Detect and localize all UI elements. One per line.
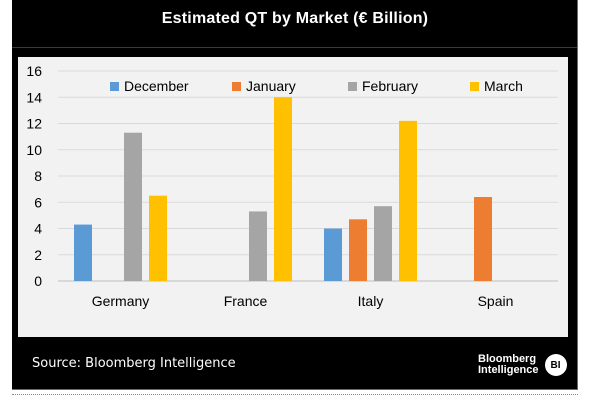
y-tick-label: 0 [34, 273, 42, 289]
bar-france-february [249, 211, 267, 281]
category-label: France [224, 293, 268, 309]
y-tick-label: 10 [26, 142, 42, 158]
bi-badge-icon: BI [544, 354, 567, 376]
y-tick-label: 12 [26, 116, 42, 132]
legend-label: January [246, 78, 296, 94]
bottom-divider [12, 394, 578, 395]
y-tick-label: 8 [34, 168, 42, 184]
bar-germany-march [149, 195, 167, 281]
category-label: Italy [358, 293, 384, 309]
bar-italy-february [374, 206, 392, 281]
legend-swatch [348, 82, 357, 91]
logo-line-1: Bloomberg [478, 353, 537, 365]
legend-swatch [232, 82, 241, 91]
bar-germany-february [124, 132, 142, 281]
legend-label: February [362, 78, 418, 94]
bloomberg-intelligence-logo: Bloomberg Intelligence BI [478, 351, 567, 379]
source-note: Source: Bloomberg Intelligence [32, 356, 236, 371]
y-tick-label: 16 [26, 63, 42, 79]
y-tick-label: 14 [26, 89, 42, 105]
y-tick-label: 6 [34, 194, 42, 210]
category-label: Germany [92, 293, 150, 309]
bar-italy-december [324, 228, 342, 281]
legend-label: December [124, 78, 189, 94]
bar-italy-january [349, 219, 367, 281]
bar-france-march [274, 97, 292, 281]
category-label: Spain [478, 293, 514, 309]
y-tick-label: 2 [34, 247, 42, 263]
title-divider [12, 47, 578, 48]
plot-panel: 0 2 4 6 8 10 12 14 16 Germany France Italy Spain Dece… [18, 57, 568, 337]
logo-wordmark: Bloomberg Intelligence [478, 354, 539, 376]
bar-germany-december [74, 224, 92, 281]
legend-swatch [470, 82, 479, 91]
chart-title: Estimated QT by Market (€ Billion) [161, 10, 429, 27]
bar-spain-january [474, 197, 492, 281]
bar-italy-march [399, 120, 417, 281]
y-tick-label: 4 [34, 221, 42, 237]
logo-line-2: Intelligence [478, 364, 539, 376]
legend-swatch [110, 82, 119, 91]
legend-label: March [484, 78, 523, 94]
bar-chart: 0 2 4 6 8 10 12 14 16 Germany France Italy Spain Dece… [26, 63, 558, 309]
